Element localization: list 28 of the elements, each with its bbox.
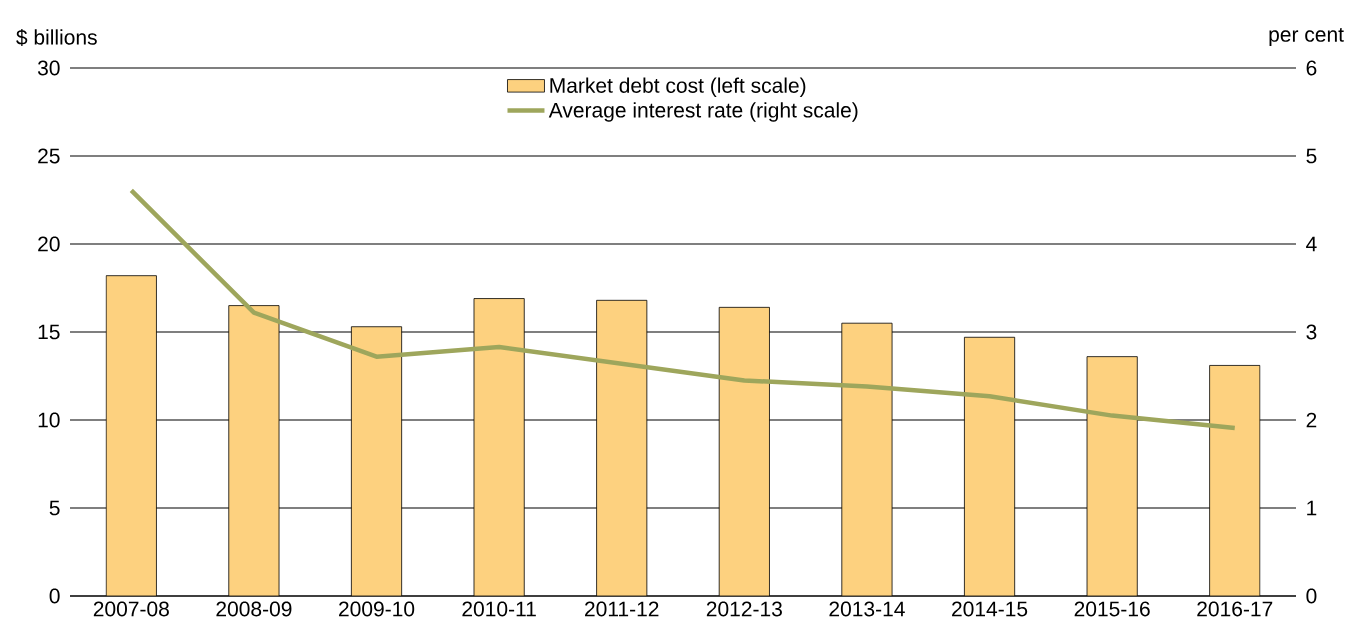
legend-label: Market debt cost (left scale)	[550, 77, 806, 98]
y-tick-label: 20	[38, 236, 60, 252]
x-tick-label: 2010-11	[462, 601, 536, 617]
y2-tick-label: 2	[1306, 412, 1317, 428]
y-tick-label: 15	[38, 324, 60, 340]
y2-tick-label: 4	[1306, 236, 1317, 252]
x-tick-label: 2015-16	[1074, 601, 1150, 617]
y-tick-label: 25	[38, 148, 60, 164]
x-tick-label: 2014-15	[952, 601, 1028, 617]
x-tick-label: 2016-17	[1197, 601, 1273, 617]
y-tick-label: 5	[49, 500, 60, 516]
x-tick-label: 2009-10	[339, 601, 415, 617]
y2-tick-label: 5	[1306, 148, 1317, 164]
x-tick-label: 2013-14	[829, 601, 905, 617]
y-tick-label: 10	[38, 412, 60, 428]
y2-tick-label: 1	[1307, 500, 1317, 516]
y-tick-label: 30	[37, 60, 60, 76]
y2-axis-title: per cent	[1269, 28, 1344, 46]
y-tick-label: 0	[49, 588, 60, 604]
x-tick-label: 2011-12	[585, 601, 659, 617]
y2-tick-label: 3	[1306, 324, 1317, 340]
x-tick-label: 2008-09	[216, 601, 292, 617]
y2-tick-label: 0	[1306, 588, 1317, 604]
y2-tick-label: 6	[1306, 60, 1317, 76]
y-axis-title: $ billions	[16, 28, 97, 46]
legend-label: Average interest rate (right scale)	[548, 102, 858, 122]
x-tick-label: 2007-08	[93, 601, 169, 617]
x-tick-label: 2012-13	[706, 601, 782, 617]
